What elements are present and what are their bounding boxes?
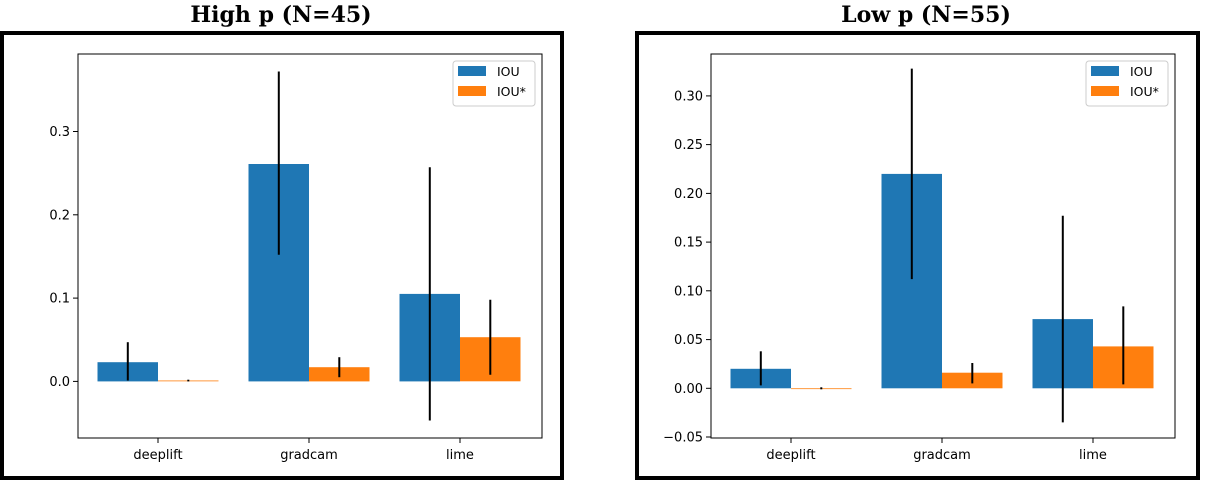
plot-area [710, 53, 1176, 439]
x-tick-label: lime [1079, 448, 1107, 463]
y-tick-label: 0.3 [49, 125, 70, 140]
legend-label: IOU [497, 64, 520, 79]
y-tick-label: 0.1 [49, 292, 70, 307]
y-tick-label: 0.10 [674, 284, 703, 299]
y-tick-label: 0.25 [674, 138, 703, 153]
panel-frame [0, 31, 564, 480]
y-tick-label: 0.20 [674, 187, 703, 202]
errorbars-IOU [126, 71, 431, 421]
legend: IOU IOU* [452, 60, 536, 107]
y-tick-label: 0.05 [674, 333, 703, 348]
x-tick-label: gradcam [913, 448, 971, 463]
legend-swatch [458, 66, 486, 76]
chart-title: Low p (N=55) [841, 2, 1011, 28]
x-tick-label: lime [446, 448, 474, 463]
y-tick-label: 0.2 [49, 208, 70, 223]
legend-label: IOU [1130, 64, 1153, 79]
chart-panel-2: Low p (N=55) −0.05 0.00 0.05 0.10 0.15 0.20 0.2… [635, 2, 1200, 480]
legend-label: IOU* [1130, 84, 1159, 99]
errorbars-IOU* [187, 299, 492, 382]
y-tick-label: 0.00 [674, 382, 703, 397]
chart-title: High p (N=45) [190, 2, 371, 28]
x-tick-label: deeplift [766, 448, 815, 463]
errorbars-IOU* [820, 306, 1125, 390]
y-tick-label: 0.15 [674, 236, 703, 251]
legend-label: IOU* [497, 84, 526, 99]
legend-swatch [1091, 86, 1119, 96]
legend: IOU IOU* [1085, 60, 1169, 107]
y-tick-label: 0.0 [49, 375, 70, 390]
errorbars-IOU [759, 68, 1064, 423]
legend-swatch [458, 86, 486, 96]
panel-frame [635, 31, 1200, 480]
y-tick-label: 0.30 [674, 89, 703, 104]
legend-swatch [1091, 66, 1119, 76]
y-tick-label: −0.05 [663, 431, 703, 446]
chart-panel-1: High p (N=45) 0.0 0.1 0.2 0.3 deeplift gradcam… [0, 2, 564, 480]
plot-area [77, 53, 543, 439]
x-tick-label: deeplift [133, 448, 182, 463]
x-tick-label: gradcam [280, 448, 338, 463]
